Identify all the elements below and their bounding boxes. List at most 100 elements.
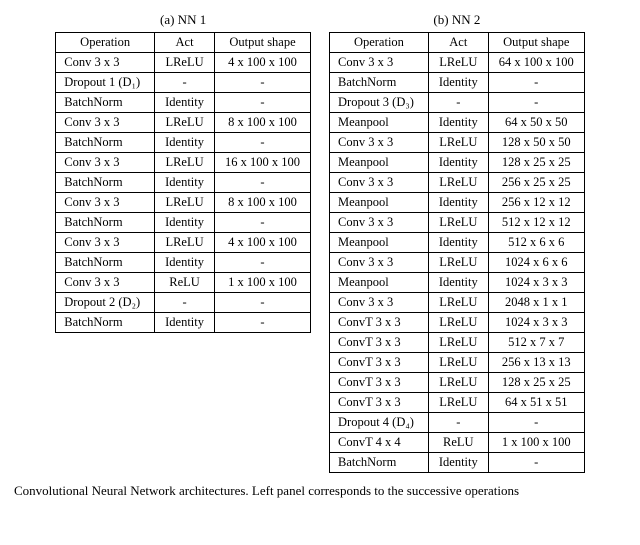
cell-output: 128 x 25 x 25 bbox=[488, 373, 584, 393]
tables-container: (a) NN 1 Operation Act Output shape Conv… bbox=[10, 12, 630, 473]
table-row: MeanpoolIdentity64 x 50 x 50 bbox=[330, 113, 585, 133]
cell-act: - bbox=[155, 73, 215, 93]
cell-act: - bbox=[428, 93, 488, 113]
table-row: Conv 3 x 3ReLU1 x 100 x 100 bbox=[56, 273, 311, 293]
table-row: Conv 3 x 3LReLU256 x 25 x 25 bbox=[330, 173, 585, 193]
cell-output: 512 x 6 x 6 bbox=[488, 233, 584, 253]
cell-operation: Conv 3 x 3 bbox=[330, 173, 429, 193]
cell-act: - bbox=[155, 293, 215, 313]
cell-operation: ConvT 3 x 3 bbox=[330, 373, 429, 393]
cell-act: Identity bbox=[155, 213, 215, 233]
cell-act: LReLU bbox=[428, 213, 488, 233]
cell-act: Identity bbox=[428, 153, 488, 173]
cell-operation: BatchNorm bbox=[56, 313, 155, 333]
cell-act: LReLU bbox=[428, 133, 488, 153]
right-table-block: (b) NN 2 Operation Act Output shape Conv… bbox=[329, 12, 585, 473]
cell-output: - bbox=[488, 73, 584, 93]
table-row: BatchNormIdentity- bbox=[56, 173, 311, 193]
cell-operation: ConvT 4 x 4 bbox=[330, 433, 429, 453]
left-table: Operation Act Output shape Conv 3 x 3LRe… bbox=[55, 32, 311, 333]
cell-act: LReLU bbox=[155, 113, 215, 133]
cell-act: LReLU bbox=[428, 53, 488, 73]
cell-output: 16 x 100 x 100 bbox=[215, 153, 311, 173]
cell-operation: BatchNorm bbox=[56, 173, 155, 193]
cell-operation: Conv 3 x 3 bbox=[56, 233, 155, 253]
cell-operation: Conv 3 x 3 bbox=[330, 53, 429, 73]
cell-output: - bbox=[215, 173, 311, 193]
cell-act: Identity bbox=[428, 73, 488, 93]
table-row: MeanpoolIdentity128 x 25 x 25 bbox=[330, 153, 585, 173]
cell-output: - bbox=[215, 293, 311, 313]
cell-act: Identity bbox=[428, 233, 488, 253]
table-row: Conv 3 x 3LReLU2048 x 1 x 1 bbox=[330, 293, 585, 313]
cell-output: 64 x 100 x 100 bbox=[488, 53, 584, 73]
table-row: Conv 3 x 3LReLU8 x 100 x 100 bbox=[56, 193, 311, 213]
cell-output: - bbox=[215, 253, 311, 273]
table-row: Conv 3 x 3LReLU4 x 100 x 100 bbox=[56, 233, 311, 253]
cell-output: 4 x 100 x 100 bbox=[215, 233, 311, 253]
cell-operation: ConvT 3 x 3 bbox=[330, 393, 429, 413]
table-row: ConvT 4 x 4ReLU1 x 100 x 100 bbox=[330, 433, 585, 453]
cell-output: - bbox=[488, 453, 584, 473]
cell-output: 256 x 25 x 25 bbox=[488, 173, 584, 193]
cell-operation: Dropout 3 (D₃) bbox=[330, 93, 429, 113]
table-row: BatchNormIdentity- bbox=[56, 253, 311, 273]
col-act: Act bbox=[428, 33, 488, 53]
cell-output: 8 x 100 x 100 bbox=[215, 113, 311, 133]
cell-output: - bbox=[215, 213, 311, 233]
cell-operation: BatchNorm bbox=[56, 213, 155, 233]
cell-operation: Dropout 2 (D₂) bbox=[56, 293, 155, 313]
cell-act: LReLU bbox=[428, 293, 488, 313]
cell-output: - bbox=[215, 133, 311, 153]
cell-operation: BatchNorm bbox=[330, 73, 429, 93]
table-row: Dropout 3 (D₃)-- bbox=[330, 93, 585, 113]
cell-act: Identity bbox=[155, 93, 215, 113]
cell-operation: Meanpool bbox=[330, 273, 429, 293]
left-table-block: (a) NN 1 Operation Act Output shape Conv… bbox=[55, 12, 311, 333]
cell-act: - bbox=[428, 413, 488, 433]
cell-operation: ConvT 3 x 3 bbox=[330, 313, 429, 333]
cell-output: 128 x 50 x 50 bbox=[488, 133, 584, 153]
cell-operation: Meanpool bbox=[330, 153, 429, 173]
right-table: Operation Act Output shape Conv 3 x 3LRe… bbox=[329, 32, 585, 473]
cell-operation: BatchNorm bbox=[56, 253, 155, 273]
cell-act: LReLU bbox=[428, 173, 488, 193]
cell-act: LReLU bbox=[428, 393, 488, 413]
table-row: Conv 3 x 3LReLU1024 x 6 x 6 bbox=[330, 253, 585, 273]
cell-output: - bbox=[488, 93, 584, 113]
cell-operation: Dropout 1 (D₁) bbox=[56, 73, 155, 93]
cell-operation: Conv 3 x 3 bbox=[330, 213, 429, 233]
cell-output: 1 x 100 x 100 bbox=[488, 433, 584, 453]
cell-output: 256 x 13 x 13 bbox=[488, 353, 584, 373]
cell-operation: Meanpool bbox=[330, 113, 429, 133]
table-header-row: Operation Act Output shape bbox=[330, 33, 585, 53]
cell-act: Identity bbox=[428, 273, 488, 293]
cell-output: 512 x 12 x 12 bbox=[488, 213, 584, 233]
table-row: BatchNormIdentity- bbox=[56, 213, 311, 233]
cell-act: LReLU bbox=[155, 233, 215, 253]
cell-act: Identity bbox=[155, 313, 215, 333]
table-row: ConvT 3 x 3LReLU64 x 51 x 51 bbox=[330, 393, 585, 413]
cell-operation: Conv 3 x 3 bbox=[56, 113, 155, 133]
cell-operation: Conv 3 x 3 bbox=[330, 293, 429, 313]
table-row: Conv 3 x 3LReLU512 x 12 x 12 bbox=[330, 213, 585, 233]
cell-operation: Conv 3 x 3 bbox=[56, 193, 155, 213]
cell-act: Identity bbox=[155, 133, 215, 153]
cell-output: - bbox=[215, 93, 311, 113]
cell-output: 64 x 51 x 51 bbox=[488, 393, 584, 413]
cell-operation: BatchNorm bbox=[56, 133, 155, 153]
cell-act: LReLU bbox=[428, 313, 488, 333]
cell-act: Identity bbox=[155, 253, 215, 273]
cell-act: Identity bbox=[428, 453, 488, 473]
cell-operation: BatchNorm bbox=[330, 453, 429, 473]
table-row: Dropout 1 (D₁)-- bbox=[56, 73, 311, 93]
cell-act: LReLU bbox=[428, 333, 488, 353]
cell-output: 1024 x 3 x 3 bbox=[488, 313, 584, 333]
cell-output: 1024 x 6 x 6 bbox=[488, 253, 584, 273]
cell-act: ReLU bbox=[428, 433, 488, 453]
cell-output: 128 x 25 x 25 bbox=[488, 153, 584, 173]
table-row: ConvT 3 x 3LReLU256 x 13 x 13 bbox=[330, 353, 585, 373]
cell-operation: Conv 3 x 3 bbox=[330, 133, 429, 153]
cell-operation: BatchNorm bbox=[56, 93, 155, 113]
cell-output: 1024 x 3 x 3 bbox=[488, 273, 584, 293]
